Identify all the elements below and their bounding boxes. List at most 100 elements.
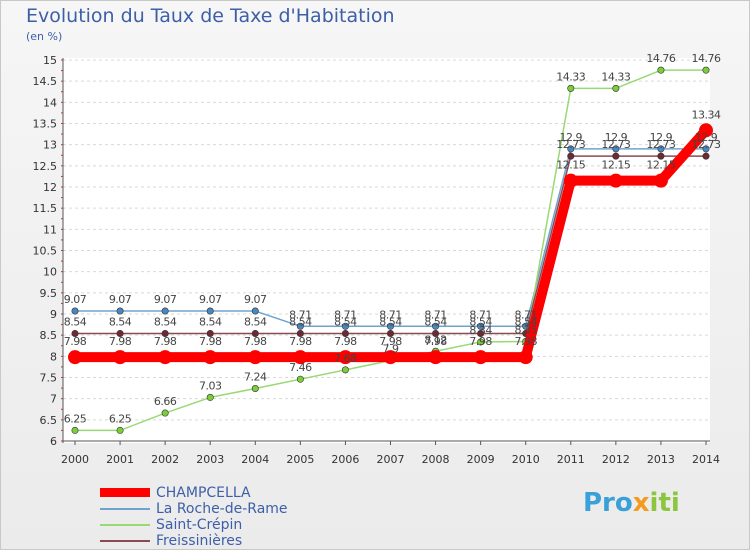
data-point <box>158 350 173 365</box>
proxiti-logo: Proxiti <box>583 488 680 518</box>
x-tick-label: 2005 <box>286 453 314 466</box>
data-point <box>428 350 443 365</box>
data-label: 8.54 <box>334 315 357 328</box>
data-label: 14.33 <box>556 70 585 83</box>
x-tick-label: 2009 <box>467 453 495 466</box>
data-label: 7.24 <box>244 371 267 384</box>
data-label: 12.15 <box>601 159 630 172</box>
y-tick-label: 14 <box>43 96 57 109</box>
x-tick-label: 2011 <box>557 453 585 466</box>
labels-la-roche-de-rame: 9.07 9.07 9.07 9.07 9.07 8.71 8.71 8.71 8.71 8.71… <box>64 131 718 321</box>
data-point <box>71 426 79 434</box>
data-point <box>473 350 488 365</box>
y-tick-label: 14.5 <box>33 75 58 88</box>
y-tick-label: 12 <box>43 181 57 194</box>
y-tick-label: 10 <box>43 266 57 279</box>
data-point <box>293 350 308 365</box>
legend-label: La Roche-de-Rame <box>156 501 288 517</box>
y-tick-label: 7 <box>50 393 57 406</box>
data-label: 8.71 <box>514 308 537 321</box>
y-tick-label: 11.5 <box>33 202 58 215</box>
data-point <box>341 329 349 337</box>
data-label: 12.15 <box>646 159 675 172</box>
data-point <box>116 307 124 315</box>
data-point <box>296 375 304 383</box>
data-label: 9.07 <box>199 293 222 306</box>
data-point <box>567 145 575 153</box>
data-label: 12.9 <box>605 131 628 144</box>
data-label: 8.71 <box>379 308 402 321</box>
legend-label: Saint-Crépin <box>156 517 243 533</box>
data-point <box>383 350 398 365</box>
legend-label: CHAMPCELLA <box>156 485 251 501</box>
data-point <box>206 393 214 401</box>
data-point <box>251 329 259 337</box>
data-point <box>296 329 304 337</box>
data-label: 8.35 <box>514 324 537 337</box>
labels-champcella: 7.98 7.98 7.98 7.98 7.98 7.98 7.98 7.98 7.98 7.98… <box>64 108 722 348</box>
legend-label: Freissinières <box>156 533 243 549</box>
data-point <box>477 338 485 346</box>
data-point <box>657 145 665 153</box>
data-point <box>113 350 128 365</box>
y-tick-label: 11 <box>43 223 57 236</box>
data-label: 12.9 <box>560 131 583 144</box>
data-label: 12.15 <box>556 159 585 172</box>
series-la-roche-de-rame <box>71 145 710 330</box>
y-tick-label: 9 <box>50 308 57 321</box>
data-point <box>161 409 169 417</box>
data-label: 12.73 <box>601 138 630 151</box>
legend-swatch <box>100 524 150 526</box>
data-label: 9.07 <box>244 293 267 306</box>
labels-freissini-res: 8.54 8.54 8.54 8.54 8.54 8.54 8.54 8.54 8.54 8.54… <box>64 138 722 328</box>
data-point <box>206 307 214 315</box>
data-point <box>612 84 620 92</box>
data-point <box>567 152 575 160</box>
data-label: 9.07 <box>109 293 132 306</box>
data-label: 7.98 <box>199 335 222 348</box>
y-tick-label: 15 <box>43 54 57 67</box>
data-point <box>206 329 214 337</box>
data-label: 9.07 <box>64 293 87 306</box>
data-point <box>432 329 440 337</box>
data-point <box>296 322 304 330</box>
data-point <box>477 329 485 337</box>
y-tick-label: 10.5 <box>33 245 58 258</box>
legend-swatch <box>100 540 150 542</box>
y-tick-label: 6 <box>50 435 57 448</box>
x-tick-label: 2001 <box>106 453 134 466</box>
data-point <box>518 350 533 365</box>
data-label: 14.76 <box>692 52 721 65</box>
x-tick-label: 2004 <box>241 453 269 466</box>
data-point <box>567 84 575 92</box>
y-tick-label: 6.5 <box>40 414 58 427</box>
data-point <box>612 145 620 153</box>
data-label: 12.73 <box>556 138 585 151</box>
x-tick-label: 2003 <box>196 453 224 466</box>
data-point <box>608 173 623 188</box>
data-label: 8.54 <box>64 315 87 328</box>
data-point <box>386 322 394 330</box>
data-point <box>71 329 79 337</box>
data-label: 7.98 <box>514 335 537 348</box>
labels-saint-cr-pin: 6.25 6.256.667.037.247.467.687.98.128.34 8… <box>64 52 722 425</box>
legend-swatch <box>100 488 150 497</box>
x-tick-label: 2013 <box>647 453 675 466</box>
data-label: 7.98 <box>334 335 357 348</box>
data-label: 8.71 <box>424 308 447 321</box>
data-label: 12.73 <box>646 138 675 151</box>
data-label: 14.76 <box>646 52 675 65</box>
data-label: 8.54 <box>199 315 222 328</box>
data-point <box>653 173 668 188</box>
y-tick-label: 8.5 <box>40 329 58 342</box>
data-point <box>702 152 710 160</box>
x-tick-label: 2000 <box>61 453 89 466</box>
data-point <box>657 152 665 160</box>
data-label: 8.54 <box>109 315 132 328</box>
y-tick-label: 13 <box>43 139 57 152</box>
data-point <box>251 385 259 393</box>
data-point <box>341 322 349 330</box>
data-label: 6.25 <box>64 412 87 425</box>
data-label: 8.71 <box>334 308 357 321</box>
data-label: 8.54 <box>469 315 492 328</box>
